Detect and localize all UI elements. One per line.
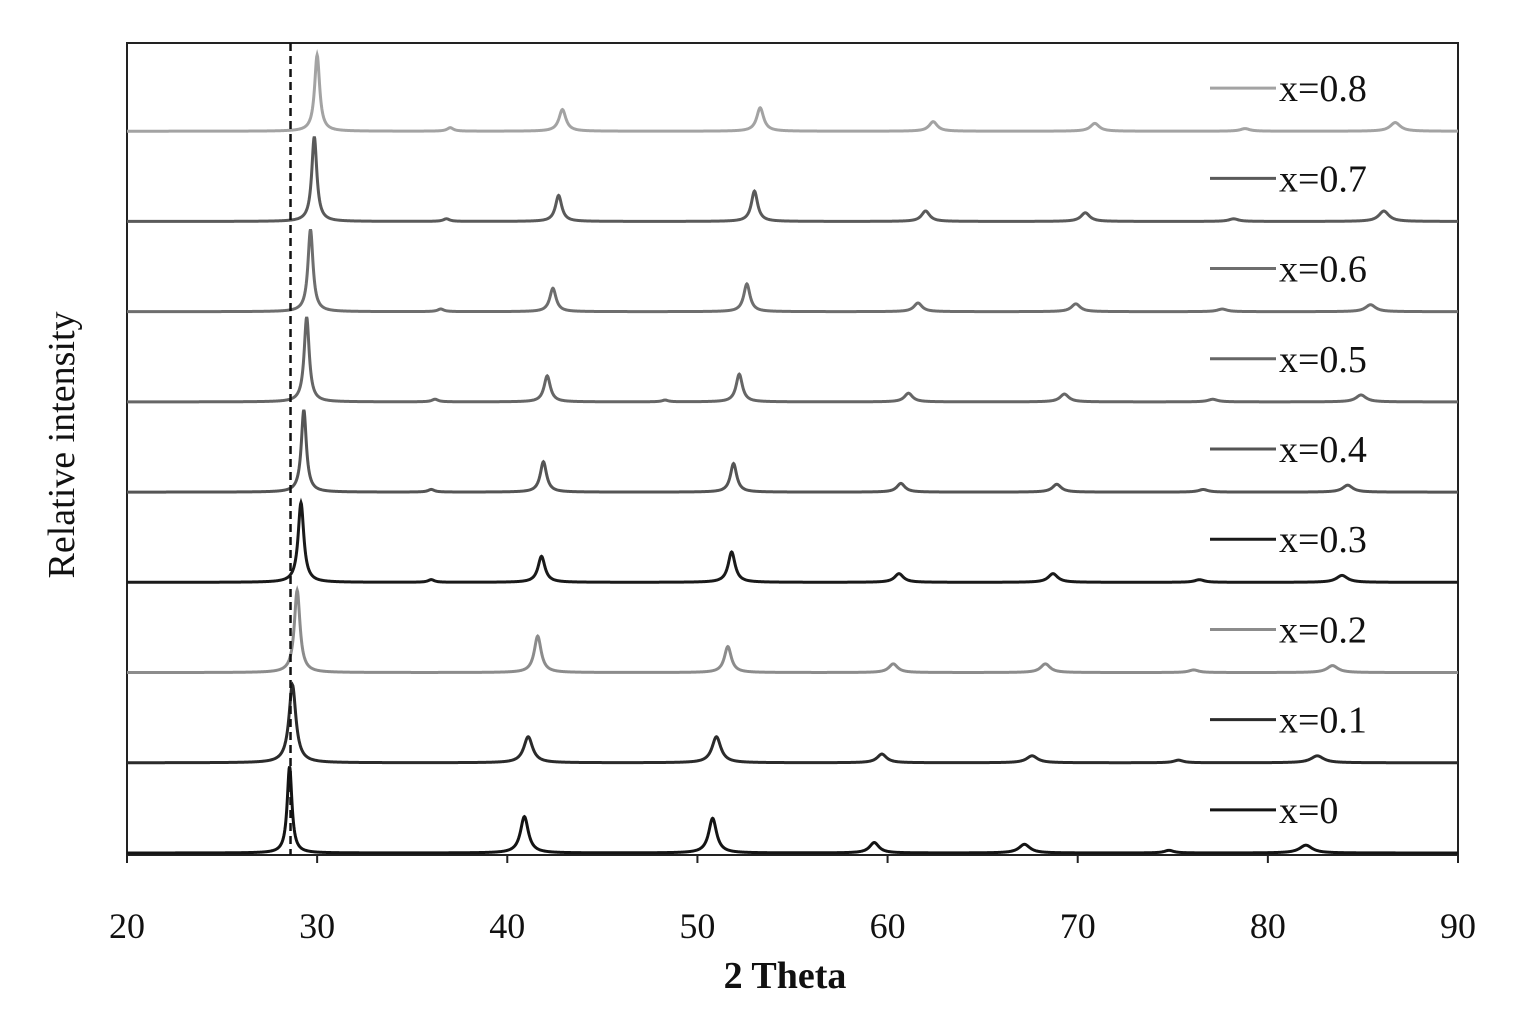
legend-label: x=0.1 (1279, 700, 1367, 742)
series-line-x-0-8 (127, 49, 1459, 133)
legend-label: x=0.7 (1279, 158, 1367, 200)
x-tick-label: 40 (489, 906, 525, 946)
series-line-x-0-7 (127, 136, 1458, 223)
series-layer (127, 49, 1459, 855)
series-line-x-0 (127, 766, 1458, 855)
legend-label: x=0.3 (1279, 519, 1367, 561)
series-line-x-0-2 (127, 585, 1458, 675)
x-tick-label: 50 (679, 906, 715, 946)
series-line-x-0-6 (127, 229, 1458, 314)
x-tick-label: 60 (870, 906, 906, 946)
legend-label: x=0.4 (1279, 429, 1367, 471)
x-axis-title: 2 Theta (724, 955, 847, 997)
legend-label: x=0.6 (1279, 249, 1367, 291)
x-tick-label: 30 (299, 906, 335, 946)
plot-frame (126, 42, 1459, 856)
series-line-x-0-1 (127, 681, 1458, 765)
x-tick-label: 20 (109, 906, 145, 946)
series-line-x-0-4 (127, 409, 1458, 494)
series-line-x-0-3 (127, 497, 1458, 584)
legend-label: x=0.5 (1279, 339, 1367, 381)
x-tick-label: 70 (1060, 906, 1096, 946)
x-tick-label: 80 (1250, 906, 1286, 946)
series-line-x-0-5 (127, 316, 1458, 404)
x-tick-label: 90 (1440, 906, 1476, 946)
legend-label: x=0.8 (1279, 68, 1367, 110)
legend: x=0 x=0.1 x=0.2 x=0.3 x=0.4 x=0.5 x=0.6 x=0.7 x=… (1210, 68, 1367, 832)
legend-label: x=0.2 (1279, 609, 1367, 651)
legend-label: x=0 (1279, 790, 1338, 832)
y-axis-title: Relative intensity (41, 311, 83, 578)
x-ticks: 20 30 40 50 60 70 80 90 (109, 855, 1476, 946)
